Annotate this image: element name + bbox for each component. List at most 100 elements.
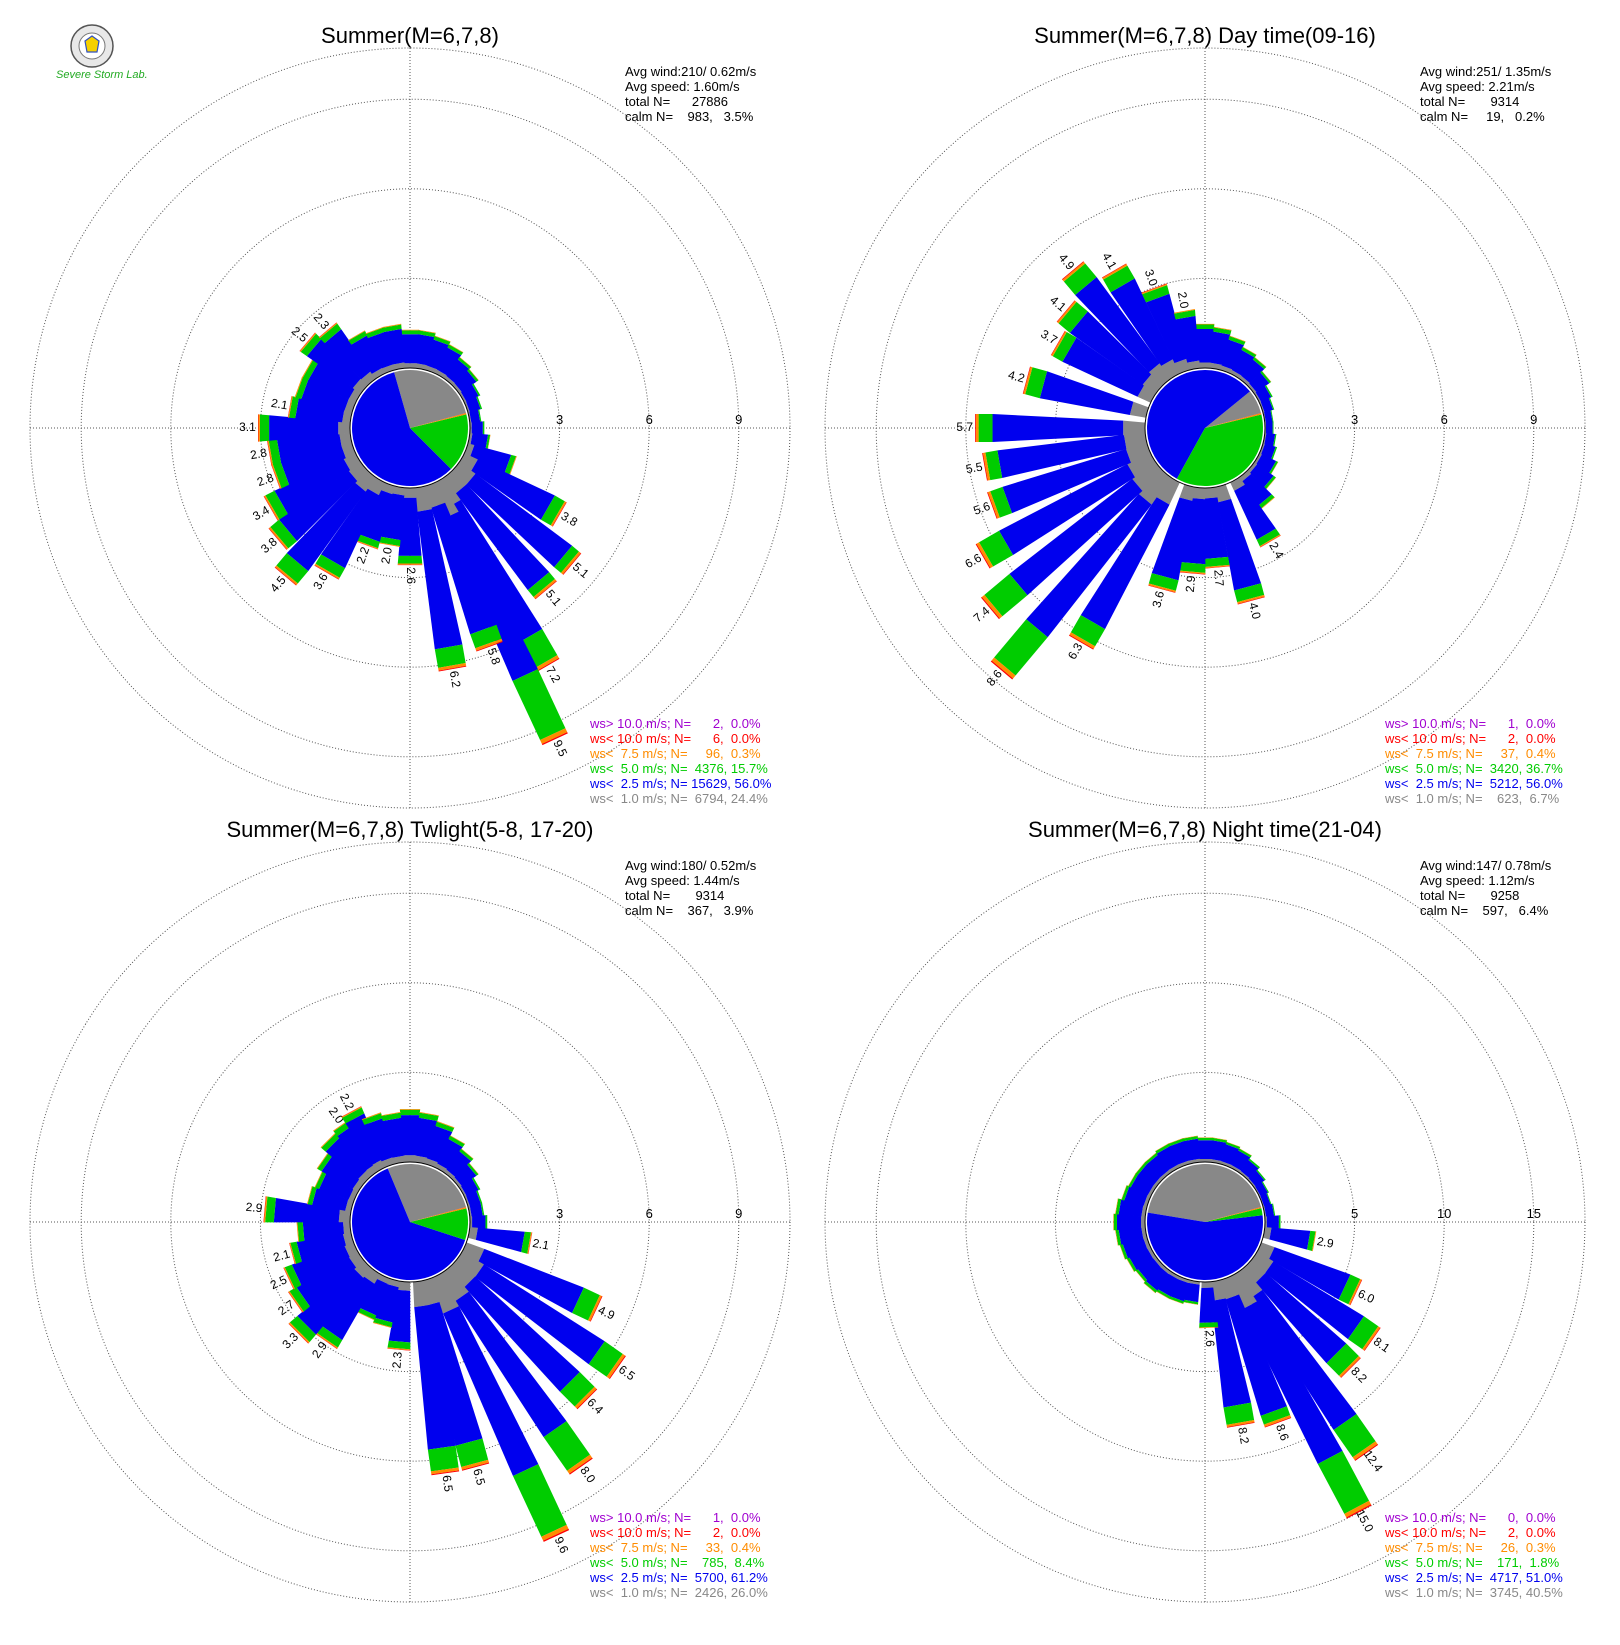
legend-entry: ws< 1.0 m/s; N= 6794, 24.4%	[589, 791, 768, 806]
radial-tick-label: 9	[735, 1206, 742, 1221]
logo: Severe Storm Lab.	[56, 25, 148, 81]
spoke-value-label: 15.0	[1353, 1507, 1376, 1534]
spoke-value-label: 6.6	[963, 550, 985, 571]
radial-tick-label: 5	[1351, 1206, 1358, 1221]
spoke-segment	[338, 422, 350, 435]
radial-tick-label: 3	[556, 412, 563, 427]
spoke-value-label: 4.1	[1099, 250, 1120, 272]
spoke-value-label: 4.2	[1007, 368, 1027, 386]
spoke-value-label: 2.5	[268, 1272, 289, 1292]
stats-line: Avg speed: 2.21m/s	[1420, 79, 1535, 94]
spoke-value-label: 6.5	[470, 1467, 488, 1487]
spoke-value-label: 3.1	[239, 420, 256, 434]
stats-line: Avg speed: 1.12m/s	[1420, 873, 1535, 888]
spoke-value-label: 2.6	[404, 567, 418, 584]
spoke-segment	[1273, 422, 1274, 434]
radial-tick-label: 3	[556, 1206, 563, 1221]
spoke-value-label: 2.8	[255, 470, 276, 489]
spoke-segment	[404, 488, 417, 498]
spoke-segment	[260, 414, 269, 441]
legend-entry: ws< 2.5 m/s; N= 5700, 61.2%	[589, 1570, 768, 1585]
spoke-segment	[401, 330, 419, 331]
spoke-segment	[1318, 1451, 1369, 1514]
stats-line: Avg wind:251/ 1.35m/s	[1420, 64, 1552, 79]
chart-title: Summer(M=6,7,8)	[321, 23, 499, 48]
spoke-segment	[401, 330, 419, 334]
spoke-segment	[1197, 1138, 1212, 1140]
spoke-segment	[400, 1110, 420, 1115]
spoke-value-label: 5.5	[965, 459, 984, 476]
spoke-segment	[1196, 324, 1215, 325]
spoke-value-label: 6.5	[439, 1474, 455, 1493]
spoke-value-label: 6.0	[1356, 1286, 1377, 1306]
stats-line: Avg wind:180/ 0.52m/s	[625, 858, 757, 873]
stats-line: Avg speed: 1.60m/s	[625, 79, 740, 94]
spoke-value-label: 3.8	[559, 509, 581, 530]
spoke-value-label: 8.1	[1371, 1334, 1393, 1355]
legend-entry: ws< 10.0 m/s; N= 6, 0.0%	[589, 731, 761, 746]
spoke-value-label: 2.9	[1183, 575, 1198, 593]
legend-entry: ws< 2.5 m/s; N= 4717, 51.0%	[1384, 1570, 1563, 1585]
legend-entry: ws< 7.5 m/s; N= 26, 0.3%	[1384, 1540, 1556, 1555]
stats-line: calm N= 597, 6.4%	[1420, 903, 1549, 918]
legend-entry: ws< 1.0 m/s; N= 3745, 40.5%	[1384, 1585, 1563, 1600]
legend-entry: ws> 10.0 m/s; N= 0, 0.0%	[1384, 1510, 1556, 1525]
stats-line: total N= 9314	[1420, 94, 1519, 109]
stats-line: Avg wind:210/ 0.62m/s	[625, 64, 757, 79]
spoke-value-label: 4.9	[596, 1303, 617, 1323]
chart-title: Summer(M=6,7,8) Night time(21-04)	[1028, 817, 1382, 842]
radial-tick-label: 6	[646, 1206, 653, 1221]
legend-entry: ws< 7.5 m/s; N= 37, 0.4%	[1384, 746, 1556, 761]
legend-entry: ws> 10.0 m/s; N= 1, 0.0%	[1384, 716, 1556, 731]
spoke-value-label: 2.6	[1203, 1330, 1218, 1347]
stats-line: Avg wind:147/ 0.78m/s	[1420, 858, 1552, 873]
spoke-value-label: 3.7	[1038, 327, 1060, 348]
stats-line: calm N= 19, 0.2%	[1420, 109, 1545, 124]
spoke-segment	[975, 414, 976, 442]
legend-entry: ws< 10.0 m/s; N= 2, 0.0%	[1384, 1525, 1556, 1540]
spoke-segment	[472, 1215, 485, 1229]
spoke-value-label: 2.3	[389, 1351, 404, 1369]
spoke-segment	[1267, 1215, 1279, 1228]
spoke-value-label: 3.0	[1142, 268, 1161, 289]
spoke-value-label: 8.6	[1273, 1422, 1292, 1443]
spoke-segment	[258, 414, 259, 441]
spoke-segment	[398, 1281, 410, 1291]
spoke-segment	[428, 1446, 459, 1472]
legend-entry: ws< 5.0 m/s; N= 171, 1.8%	[1384, 1555, 1560, 1570]
radial-tick-label: 6	[1441, 412, 1448, 427]
spoke-segment	[398, 564, 423, 565]
spoke-value-label: 2.9	[245, 1200, 263, 1215]
spoke-segment	[1117, 1214, 1141, 1230]
legend-entry: ws< 1.0 m/s; N= 2426, 26.0%	[589, 1585, 768, 1600]
spoke-value-label: 2.7	[1211, 569, 1226, 587]
legend-entry: ws< 2.5 m/s; N= 5212, 56.0%	[1384, 776, 1563, 791]
logo-text: Severe Storm Lab.	[56, 69, 148, 81]
legend-entry: ws> 10.0 m/s; N= 2, 0.0%	[589, 716, 761, 731]
spoke-value-label: 3.6	[310, 570, 331, 592]
legend-entry: ws< 2.5 m/s; N= 15629, 56.0%	[589, 776, 772, 791]
spoke-value-label: 3.4	[250, 503, 272, 524]
stats-line: total N= 9258	[1420, 888, 1519, 903]
spoke-value-label: 2.2	[353, 545, 372, 566]
spoke-segment	[483, 421, 484, 434]
spoke-value-label: 2.1	[272, 1247, 292, 1265]
stats-line: Avg speed: 1.44m/s	[625, 873, 740, 888]
radial-tick-label: 6	[646, 412, 653, 427]
spoke-value-label: 8.2	[1235, 1426, 1252, 1445]
spoke-segment	[472, 421, 483, 434]
legend-entry: ws< 10.0 m/s; N= 2, 0.0%	[589, 1525, 761, 1540]
legend-entry: ws< 5.0 m/s; N= 3420, 36.7%	[1384, 761, 1563, 776]
spoke-segment	[1196, 325, 1215, 329]
spoke-value-label: 2.0	[1175, 291, 1192, 310]
spoke-value-label: 2.0	[378, 546, 395, 565]
spoke-value-label: 9.5	[550, 738, 570, 759]
spoke-value-label: 3.6	[1149, 589, 1167, 609]
chart-title: Summer(M=6,7,8) Day time(09-16)	[1034, 23, 1376, 48]
stats-line: calm N= 983, 3.5%	[625, 109, 754, 124]
